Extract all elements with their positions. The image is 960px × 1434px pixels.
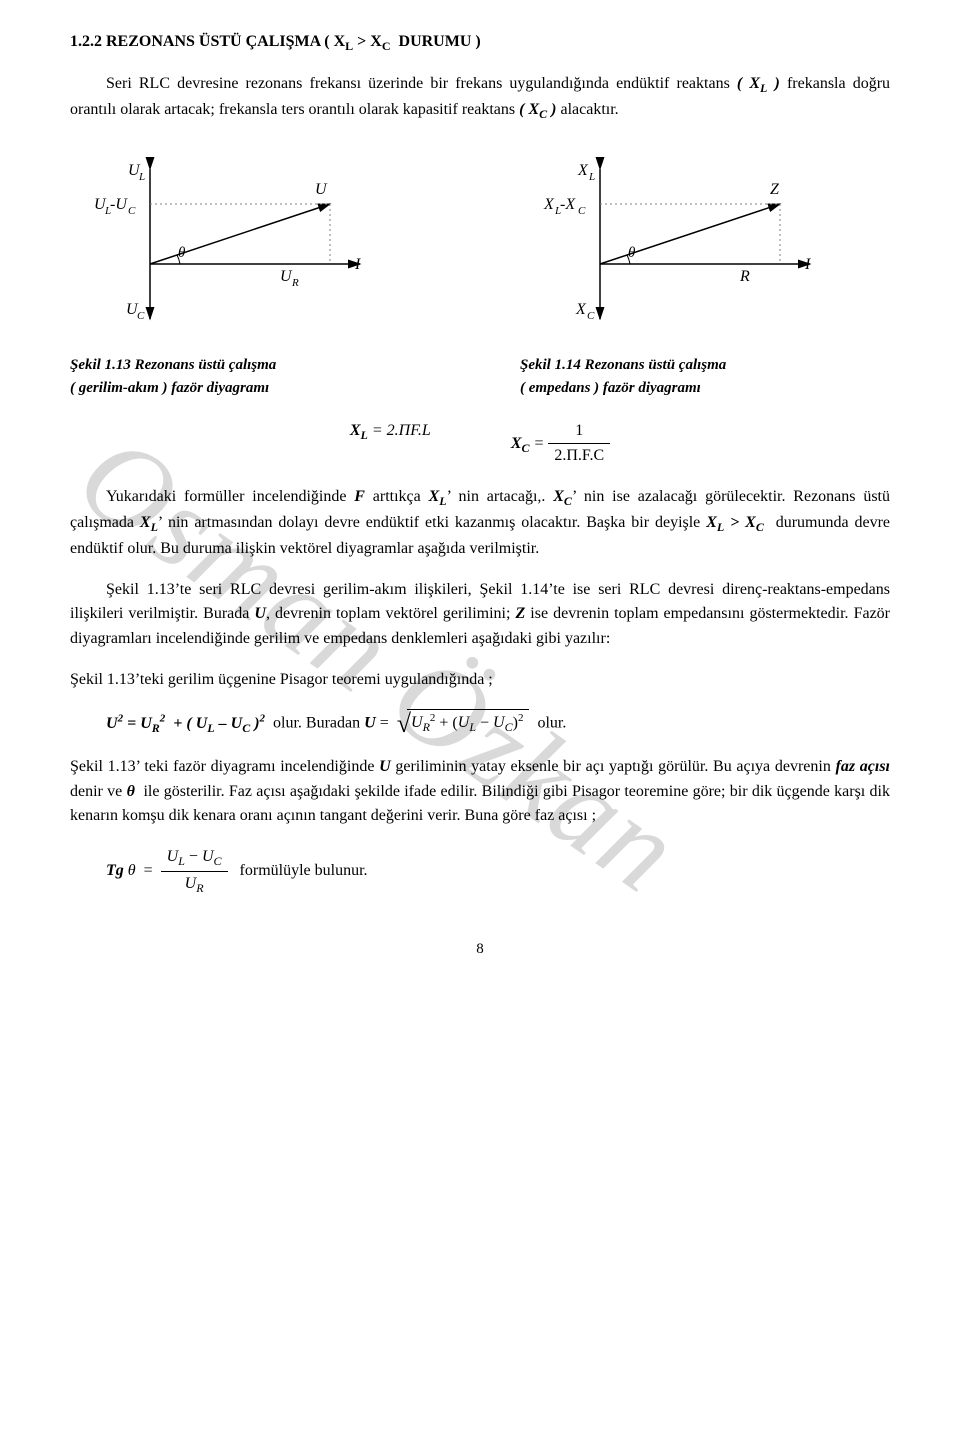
formulas-xl-xc: XL = 2.ΠF.L XC = 1 2.Π.F.C xyxy=(70,419,890,470)
svg-text:C: C xyxy=(587,310,595,322)
figure-1-14: XL XL -XC XC Z R I θ Şekil 1.14 Rezonans… xyxy=(520,149,890,400)
svg-text:L: L xyxy=(588,171,595,183)
svg-text:C: C xyxy=(137,310,145,322)
svg-text:-U: -U xyxy=(110,196,128,213)
phasor-impedance-svg: XL XL -XC XC Z R I θ xyxy=(520,149,880,339)
svg-text:R: R xyxy=(291,277,299,289)
svg-text:U: U xyxy=(315,181,328,198)
svg-text:X: X xyxy=(575,301,587,318)
formula-xc: XC = 1 2.Π.F.C xyxy=(511,419,610,470)
tangent-equation: Tg θ = UL − UC UR formülüyle bulunur. xyxy=(106,845,890,898)
phasor-voltage-svg: UL UL -UC UC U UR I θ xyxy=(70,149,430,339)
svg-text:θ: θ xyxy=(178,245,186,261)
svg-text:R: R xyxy=(739,268,750,285)
page-number: 8 xyxy=(70,938,890,961)
figure-1-13: UL UL -UC UC U UR I θ Şekil 1.13 Rezonan… xyxy=(70,149,440,400)
figure-1-13-caption: Şekil 1.13 Rezonans üstü çalışma ( geril… xyxy=(70,354,440,401)
pisagor-line: Şekil 1.13’teki gerilim üçgenine Pisagor… xyxy=(70,668,890,693)
paragraph-2: Şekil 1.13’te seri RLC devresi gerilim-a… xyxy=(70,578,890,652)
svg-text:L: L xyxy=(138,171,145,183)
figures-row: UL UL -UC UC U UR I θ Şekil 1.13 Rezonan… xyxy=(70,149,890,400)
paragraph-3: Şekil 1.13’ teki fazör diyagramı incelen… xyxy=(70,755,890,829)
svg-text:-X: -X xyxy=(560,196,576,213)
formula-xl: XL = 2.ΠF.L xyxy=(350,419,431,470)
svg-text:Z: Z xyxy=(770,181,780,198)
svg-text:I: I xyxy=(354,256,361,273)
main-paragraph: Yukarıdaki formüller incelendiğinde F ar… xyxy=(70,485,890,561)
svg-text:θ: θ xyxy=(628,245,636,261)
svg-text:C: C xyxy=(578,205,586,217)
svg-text:X: X xyxy=(577,162,589,179)
sqrt-expression: √ UR2 + (UL − UC)2 xyxy=(397,709,530,739)
voltage-equation: U2 = UR2 + ( UL – UC )2 olur. Buradan U … xyxy=(106,709,890,739)
svg-text:I: I xyxy=(804,256,811,273)
intro-paragraph: Seri RLC devresine rezonans frekansı üze… xyxy=(70,72,890,124)
figure-1-14-caption: Şekil 1.14 Rezonans üstü çalışma ( emped… xyxy=(520,354,890,401)
section-heading: 1.2.2 REZONANS ÜSTÜ ÇALIŞMA ( XL > XC DU… xyxy=(70,30,890,56)
svg-text:X: X xyxy=(543,196,555,213)
svg-text:C: C xyxy=(128,205,136,217)
